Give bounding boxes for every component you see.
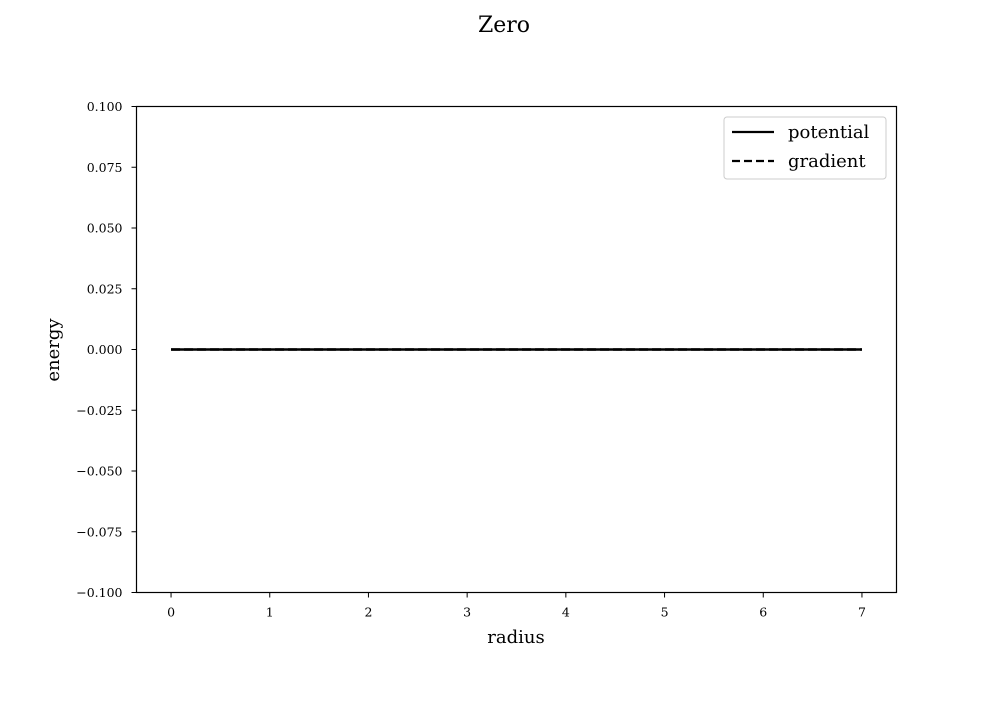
- chart-title: Zero: [478, 13, 530, 38]
- y-ticks: −0.100 −0.075 −0.050 −0.025 0.000 0.025 0.050 0…: [76, 99, 137, 600]
- y-tick-label: 0.075: [87, 160, 123, 175]
- y-tick-label: −0.050: [76, 464, 122, 479]
- y-tick-label: −0.100: [76, 585, 122, 600]
- y-tick-label: −0.075: [76, 524, 122, 539]
- legend-label-potential: potential: [788, 122, 870, 143]
- y-tick-label: 0.000: [87, 342, 123, 357]
- x-tick-label: 3: [463, 605, 471, 620]
- plot-area-frame: [135, 105, 898, 594]
- x-axis-label: radius: [487, 627, 544, 648]
- legend-label-gradient: gradient: [788, 151, 866, 172]
- y-tick-label: 0.025: [87, 281, 123, 296]
- y-tick-label: 0.100: [87, 99, 123, 114]
- x-tick-label: 0: [167, 605, 175, 620]
- legend: potential gradient: [723, 116, 887, 180]
- x-tick-label: 2: [364, 605, 372, 620]
- x-ticks: 0 1 2 3 4 5 6 7: [167, 592, 866, 620]
- x-tick-label: 7: [858, 605, 866, 620]
- x-tick-label: 5: [661, 605, 669, 620]
- y-tick-label: 0.050: [87, 221, 123, 236]
- x-tick-label: 6: [759, 605, 767, 620]
- y-axis-label: energy: [43, 318, 64, 382]
- x-tick-label: 1: [266, 605, 274, 620]
- x-tick-label: 4: [562, 605, 570, 620]
- y-tick-label: −0.025: [76, 403, 122, 418]
